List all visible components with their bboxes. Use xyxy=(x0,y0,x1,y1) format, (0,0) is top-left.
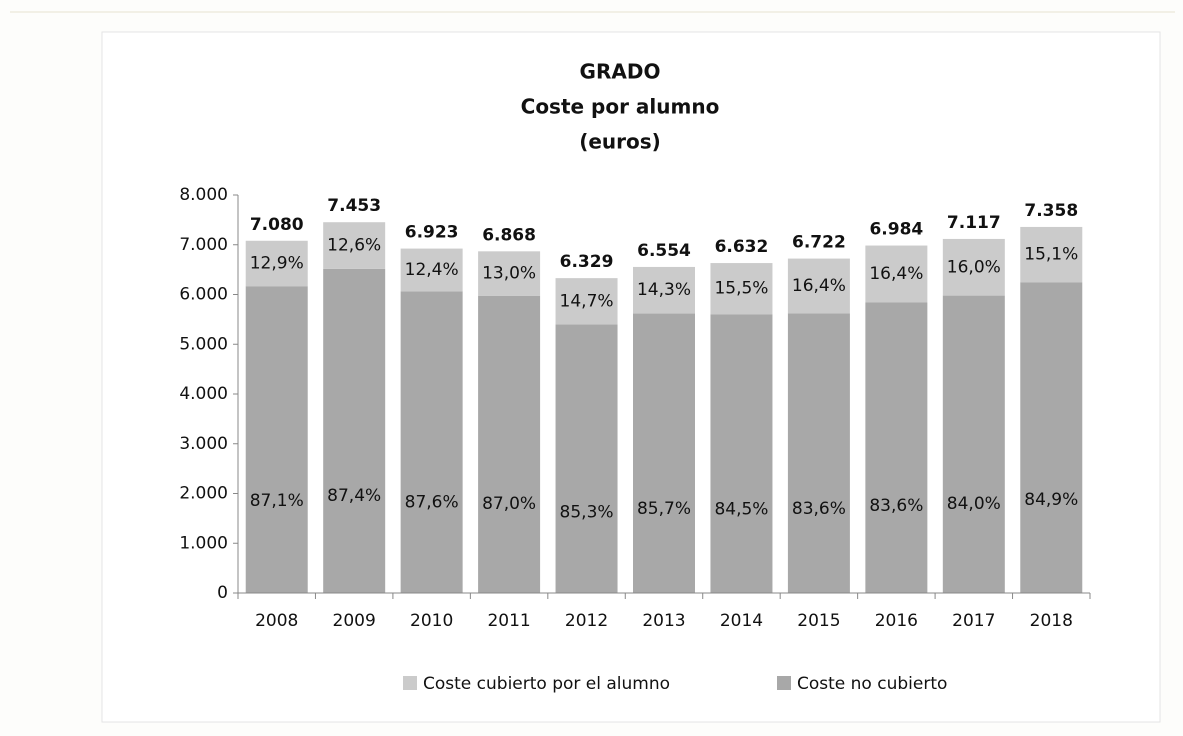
total-label: 7.358 xyxy=(1024,201,1078,221)
chart-title: GRADO xyxy=(580,60,661,84)
x-tick-label: 2017 xyxy=(952,611,995,631)
bar-segment xyxy=(400,291,463,593)
x-tick-label: 2012 xyxy=(565,611,608,631)
segment-label: 13,0% xyxy=(482,264,536,284)
segment-label: 16,0% xyxy=(947,257,1001,277)
y-tick-label: 2.000 xyxy=(179,484,228,504)
bar-segment xyxy=(710,314,773,593)
x-tick-label: 2009 xyxy=(333,611,376,631)
bar-segment xyxy=(323,268,386,593)
x-tick-label: 2018 xyxy=(1030,611,1073,631)
legend-label: Coste no cubierto xyxy=(797,674,947,694)
y-tick-label: 6.000 xyxy=(179,285,228,305)
total-label: 6.554 xyxy=(637,241,691,261)
bar-segment xyxy=(865,302,928,593)
segment-label: 84,0% xyxy=(947,494,1001,514)
segment-label: 16,4% xyxy=(792,276,846,296)
total-label: 6.984 xyxy=(869,220,923,240)
unit-label: (euros) xyxy=(579,130,661,154)
total-label: 7.453 xyxy=(327,196,381,216)
x-tick-label: 2008 xyxy=(255,611,298,631)
chart-subtitle: Coste por alumno xyxy=(521,95,720,119)
segment-label: 14,7% xyxy=(560,291,614,311)
segment-label: 87,6% xyxy=(405,492,459,512)
bar-segment xyxy=(942,238,1005,296)
y-tick-label: 3.000 xyxy=(179,434,228,454)
x-tick-label: 2013 xyxy=(642,611,685,631)
bar-segment xyxy=(1020,282,1083,593)
x-tick-label: 2014 xyxy=(720,611,763,631)
bar-segment xyxy=(478,295,541,593)
bar-segment xyxy=(245,240,308,287)
y-tick-label: 7.000 xyxy=(179,235,228,255)
segment-label: 84,9% xyxy=(1024,490,1078,510)
segment-label: 12,9% xyxy=(250,253,304,273)
y-tick-label: 0 xyxy=(217,583,228,603)
bar-segment xyxy=(1020,226,1083,283)
total-label: 6.868 xyxy=(482,225,536,245)
y-tick-label: 4.000 xyxy=(179,384,228,404)
y-tick-label: 8.000 xyxy=(179,185,228,205)
segment-label: 85,7% xyxy=(637,499,691,519)
segment-label: 87,1% xyxy=(250,491,304,511)
bar-segment xyxy=(478,251,541,296)
bar-segment xyxy=(555,278,618,325)
segment-label: 87,0% xyxy=(482,494,536,514)
segment-label: 16,4% xyxy=(869,264,923,284)
segment-label: 14,3% xyxy=(637,280,691,300)
segment-label: 84,5% xyxy=(714,499,768,519)
bar-segment xyxy=(787,258,850,314)
total-label: 6.722 xyxy=(792,233,846,253)
total-label: 6.923 xyxy=(405,223,459,243)
x-tick-label: 2010 xyxy=(410,611,453,631)
bar-segment xyxy=(400,248,463,292)
bar-segment xyxy=(787,313,850,593)
total-label: 7.080 xyxy=(250,215,304,235)
x-tick-label: 2016 xyxy=(875,611,918,631)
legend-swatch xyxy=(777,676,791,690)
total-label: 6.329 xyxy=(560,252,614,272)
bar-segment xyxy=(633,313,695,593)
segment-label: 83,6% xyxy=(869,496,923,516)
bar-segment xyxy=(942,295,1005,593)
y-tick-label: 1.000 xyxy=(179,533,228,553)
bar-segment xyxy=(633,266,695,314)
bar-segment xyxy=(865,245,928,303)
bar-segment xyxy=(710,263,773,315)
legend-swatch xyxy=(403,676,417,690)
segment-label: 12,6% xyxy=(327,236,381,256)
segment-label: 15,1% xyxy=(1024,245,1078,265)
bar-segment xyxy=(323,222,386,269)
legend-label: Coste cubierto por el alumno xyxy=(423,674,670,694)
total-label: 6.632 xyxy=(715,237,769,257)
x-tick-label: 2011 xyxy=(487,611,530,631)
segment-label: 87,4% xyxy=(327,486,381,506)
segment-label: 83,6% xyxy=(792,499,846,519)
bar-segment xyxy=(555,324,618,593)
total-label: 7.117 xyxy=(947,213,1001,233)
y-tick-label: 5.000 xyxy=(179,334,228,354)
bar-segment xyxy=(245,286,308,593)
segment-label: 12,4% xyxy=(405,260,459,280)
segment-label: 15,5% xyxy=(714,279,768,299)
segment-label: 85,3% xyxy=(560,502,614,522)
x-tick-label: 2015 xyxy=(797,611,840,631)
